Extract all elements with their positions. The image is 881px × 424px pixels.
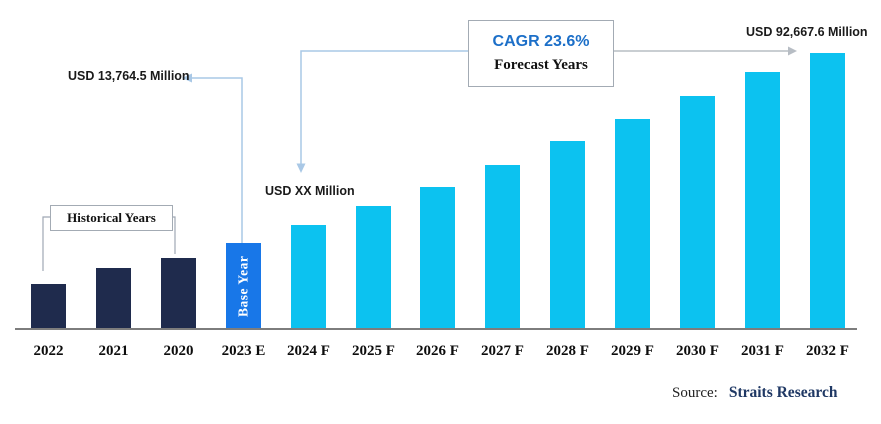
bar-2029-f (615, 119, 650, 330)
bar-2021 (96, 268, 131, 330)
base-year-label: Base Year (235, 255, 251, 318)
value-label-2024: USD XX Million (265, 184, 355, 198)
bar-2020 (161, 258, 196, 330)
value-label-2032: USD 92,667.6 Million (746, 25, 868, 39)
axis-label-2030-f: 2030 F (676, 343, 719, 359)
bar-2022 (31, 284, 66, 330)
bar-2028-f (550, 141, 585, 330)
bar-2023-e: Base Year (226, 243, 261, 330)
bar-2024-f (291, 225, 326, 330)
axis-label-2022: 2022 (33, 343, 64, 359)
axis-label-2032-f: 2032 F (806, 343, 849, 359)
bar-2030-f (680, 96, 715, 330)
bar-2031-f (745, 72, 780, 330)
value-label-2023: USD 13,764.5 Million (68, 69, 190, 83)
axis-label-2021: 2021 (98, 343, 129, 359)
cagr-box: CAGR 23.6% Forecast Years (468, 20, 614, 87)
axis-label-2029-f: 2029 F (611, 343, 654, 359)
bar-2025-f (356, 206, 391, 330)
historical-years-label: Historical Years (67, 210, 156, 225)
axis-label-2031-f: 2031 F (741, 343, 784, 359)
axis-label-2028-f: 2028 F (546, 343, 589, 359)
source-name: Straits Research (728, 384, 838, 401)
axis-label-2023-e: 2023 E (221, 343, 266, 359)
source-line: Source: Straits Research (672, 384, 837, 402)
bar-2026-f (420, 187, 455, 330)
x-axis-line (15, 328, 857, 330)
bar-2032-f (810, 53, 845, 330)
axis-label-2025-f: 2025 F (352, 343, 395, 359)
historical-years-box: Historical Years (50, 205, 173, 231)
axis-label-2020: 2020 (163, 343, 194, 359)
axis-label-2027-f: 2027 F (481, 343, 524, 359)
axis-label-2026-f: 2026 F (416, 343, 459, 359)
cagr-value: CAGR 23.6% (492, 33, 590, 50)
bar-2027-f (485, 165, 520, 330)
axis-label-2024-f: 2024 F (287, 343, 330, 359)
source-prefix: Source: (672, 385, 718, 401)
forecast-years-label: Forecast Years (494, 57, 588, 73)
